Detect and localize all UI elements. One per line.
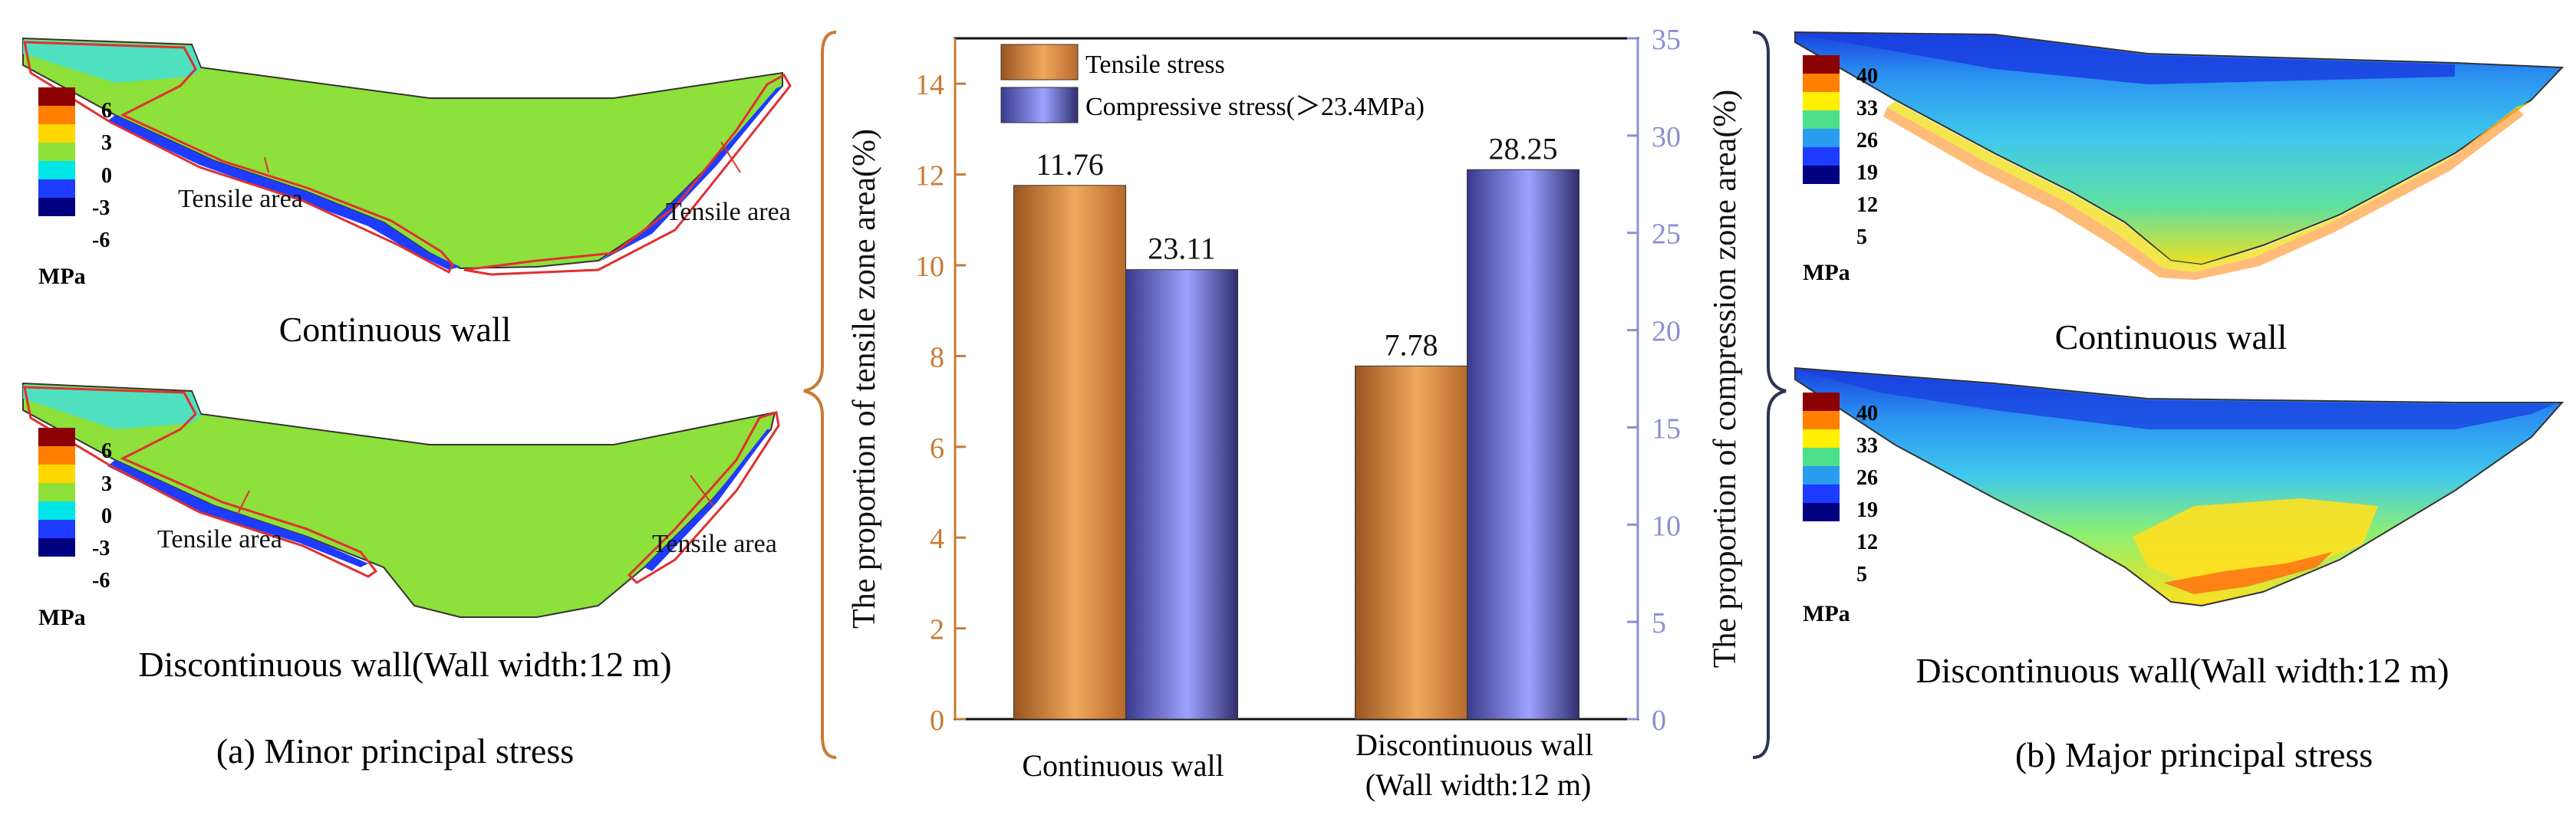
category-label-continuous: Continuous wall bbox=[1022, 748, 1224, 783]
legend-swatch-tensile bbox=[1000, 44, 1079, 80]
scale-label-6: 6 bbox=[101, 439, 112, 463]
minor-principal-stress-panel: Tensile area Tensile area 6 3 0 -3 -6 MP… bbox=[22, 37, 792, 770]
minor-color-scale-bottom bbox=[38, 428, 75, 557]
scale-label-40: 40 bbox=[1856, 402, 1878, 426]
right-tick-label: 0 bbox=[1652, 705, 1666, 737]
minor-caption: (a) Minor principal stress bbox=[216, 731, 574, 770]
right-tick-label: 30 bbox=[1652, 121, 1681, 153]
tensile-area-label: Tensile area bbox=[652, 530, 777, 558]
bar-chart: 0 2 4 6 8 10 12 14 0 5 10 15 20 25 30 35 11.76 23.11 7.7… bbox=[847, 24, 1743, 802]
bar-value-label: 23.11 bbox=[1148, 232, 1216, 266]
scale-label-40: 40 bbox=[1856, 64, 1878, 88]
left-tick-label: 14 bbox=[915, 69, 944, 101]
right-brace bbox=[1752, 31, 1787, 759]
unit-label: MPa bbox=[38, 605, 86, 630]
tensile-bar bbox=[1013, 185, 1126, 720]
minor-discontinuous-dam bbox=[22, 382, 780, 618]
tensile-bar bbox=[1355, 365, 1468, 720]
unit-label: MPa bbox=[1803, 260, 1850, 285]
left-tick-label: 6 bbox=[930, 432, 944, 465]
scale-label-3: 3 bbox=[101, 472, 112, 496]
tensile-area-label: Tensile area bbox=[157, 525, 282, 554]
legend-label-compressive: Compressive stress(＞23.4MPa) bbox=[1085, 93, 1425, 121]
minor-bottom-title: Discontinuous wall(Wall width:12 m) bbox=[138, 645, 671, 684]
right-tick-label: 35 bbox=[1652, 24, 1681, 56]
left-axis-ticks: 0 2 4 6 8 10 12 14 bbox=[915, 69, 966, 737]
legend-swatch-compressive bbox=[1000, 87, 1079, 123]
tensile-area-label: Tensile area bbox=[666, 198, 791, 226]
unit-label: MPa bbox=[38, 264, 86, 289]
scale-label-19: 19 bbox=[1856, 498, 1878, 522]
left-tick-label: 12 bbox=[915, 160, 944, 192]
scale-label-0: 0 bbox=[101, 504, 112, 528]
scale-label-12: 12 bbox=[1856, 531, 1878, 554]
right-tick-label: 20 bbox=[1652, 316, 1681, 348]
bars: 11.76 23.11 7.78 28.25 bbox=[1013, 131, 1580, 720]
minor-top-title: Continuous wall bbox=[279, 310, 512, 349]
left-tick-label: 10 bbox=[915, 251, 944, 283]
major-caption: (b) Major principal stress bbox=[2015, 735, 2373, 774]
major-discontinuous-dam bbox=[1794, 366, 2564, 607]
left-tick-label: 4 bbox=[930, 523, 944, 555]
scale-label-26: 26 bbox=[1856, 129, 1878, 153]
scale-label-33: 33 bbox=[1856, 97, 1878, 120]
category-label-line-2: (Wall width:12 m) bbox=[1365, 767, 1592, 802]
major-principal-stress-panel: 40 33 26 19 12 5 MPa Continuous wall 40 … bbox=[1794, 31, 2564, 774]
major-bottom-title: Discontinuous wall(Wall width:12 m) bbox=[1916, 651, 2449, 690]
right-axis-ticks: 0 5 10 15 20 25 30 35 bbox=[1627, 24, 1681, 737]
scale-label-m3: -3 bbox=[92, 196, 110, 220]
tensile-area-pointer bbox=[237, 490, 250, 514]
bar-value-label: 11.76 bbox=[1036, 147, 1104, 182]
scale-label-33: 33 bbox=[1856, 434, 1878, 458]
tensile-area-pointer bbox=[720, 141, 741, 173]
left-axis-label: The proportion of tensile zone area(%) bbox=[847, 129, 882, 629]
bar-value-label: 28.25 bbox=[1489, 131, 1558, 166]
compressive-bar bbox=[1467, 169, 1580, 720]
category-label-discontinuous: Discontinuous wall (Wall width:12 m) bbox=[1356, 728, 1601, 802]
major-color-scale-top bbox=[1803, 55, 1840, 184]
minor-continuous-dam bbox=[22, 37, 792, 276]
major-color-scale-bottom bbox=[1803, 393, 1840, 521]
legend-label-tensile: Tensile stress bbox=[1085, 51, 1225, 79]
scale-label-m3: -3 bbox=[92, 537, 110, 560]
compressive-bar bbox=[1125, 269, 1238, 720]
scale-label-0: 0 bbox=[101, 164, 112, 188]
scale-label-12: 12 bbox=[1856, 193, 1878, 217]
unit-label: MPa bbox=[1803, 601, 1850, 626]
left-tick-label: 0 bbox=[930, 705, 944, 737]
right-axis-label: The proportion of compression zone area(… bbox=[1708, 90, 1743, 669]
tensile-area-pointer bbox=[690, 475, 714, 507]
major-top-title: Continuous wall bbox=[2055, 317, 2288, 356]
left-tick-label: 8 bbox=[930, 341, 944, 373]
minor-color-scale-top bbox=[38, 87, 75, 216]
left-brace bbox=[803, 31, 837, 759]
scale-label-3: 3 bbox=[101, 131, 112, 155]
bar-value-label: 7.78 bbox=[1385, 327, 1438, 362]
major-continuous-dam bbox=[1794, 31, 2564, 280]
category-label-line-1: Discontinuous wall bbox=[1356, 728, 1593, 762]
scale-label-5: 5 bbox=[1856, 563, 1867, 586]
scale-label-19: 19 bbox=[1856, 161, 1878, 185]
tensile-area-pointer bbox=[264, 156, 269, 173]
scale-label-m6: -6 bbox=[92, 569, 110, 593]
right-tick-label: 15 bbox=[1652, 412, 1681, 445]
tensile-area-label: Tensile area bbox=[178, 185, 303, 213]
scale-label-5: 5 bbox=[1856, 225, 1867, 249]
scale-label-6: 6 bbox=[101, 99, 112, 123]
right-tick-label: 10 bbox=[1652, 510, 1681, 542]
right-tick-label: 5 bbox=[1652, 607, 1666, 639]
scale-label-m6: -6 bbox=[92, 228, 110, 252]
left-tick-label: 2 bbox=[930, 614, 944, 646]
scale-label-26: 26 bbox=[1856, 466, 1878, 490]
right-tick-label: 25 bbox=[1652, 219, 1681, 251]
